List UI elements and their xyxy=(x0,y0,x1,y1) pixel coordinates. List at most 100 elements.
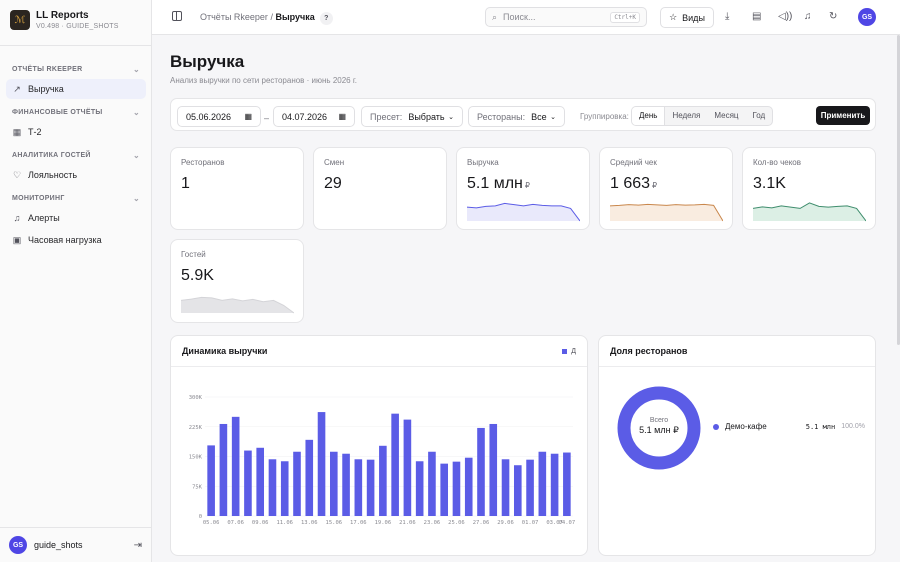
revenue-bar[interactable] xyxy=(452,461,461,516)
revenue-bar[interactable] xyxy=(280,461,289,516)
grouping-option[interactable]: Месяц xyxy=(714,111,739,120)
views-button[interactable]: ☆ Виды xyxy=(660,7,714,28)
sidebar-item-label: Алерты xyxy=(28,213,60,223)
revenue-bar[interactable] xyxy=(354,459,363,516)
share-item-percent: 100.0% xyxy=(841,423,865,430)
section-title: ФИНАНСОВЫЕ ОТЧЁТЫ xyxy=(12,108,103,116)
sparkline-area xyxy=(610,204,723,221)
revenue-bar[interactable] xyxy=(440,463,449,516)
revenue-bar[interactable] xyxy=(207,445,215,516)
revenue-bar[interactable] xyxy=(317,412,326,516)
revenue-bar[interactable] xyxy=(489,423,498,516)
sidebar-item[interactable]: ♫ Алерты xyxy=(6,208,146,228)
revenue-bar[interactable] xyxy=(268,459,277,516)
grouping-option[interactable]: Год xyxy=(752,111,766,120)
sidebar-item-label: Выручка xyxy=(28,84,64,94)
revenue-bar[interactable] xyxy=(513,465,522,516)
sound-icon[interactable]: ◁)) xyxy=(778,11,793,22)
revenue-bar[interactable] xyxy=(329,451,338,516)
grouping-option[interactable]: День xyxy=(632,107,666,125)
sidebar-section-header[interactable]: МОНИТОРИНГ ⌄ xyxy=(6,190,146,206)
kpi-sparkline xyxy=(467,202,580,222)
x-tick-label: 05.06 xyxy=(203,520,220,526)
sidebar-toggle-icon[interactable] xyxy=(172,11,182,21)
revenue-bar[interactable] xyxy=(293,451,301,516)
kpi-number: 1 xyxy=(181,175,190,192)
revenue-bar[interactable] xyxy=(219,423,228,516)
sidebar-section-header[interactable]: ОТЧЁТЫ RKEEPER ⌄ xyxy=(6,61,146,77)
y-tick-label: 0 xyxy=(199,514,202,520)
restaurants-select[interactable]: Рестораны: Все ⌄ xyxy=(468,106,565,127)
revenue-bar[interactable] xyxy=(231,416,240,516)
document-icon[interactable]: ▤ xyxy=(752,11,762,22)
sidebar-item[interactable]: ▦ Т-2 xyxy=(6,122,146,142)
app-name: LL Reports xyxy=(36,10,89,21)
restaurants-value: Все xyxy=(531,111,547,122)
preset-value: Выбрать xyxy=(408,111,445,122)
sidebar-item[interactable]: ▣ Часовая нагрузка xyxy=(6,230,146,250)
revenue-bar[interactable] xyxy=(379,445,387,516)
grouping-label: Группировка: xyxy=(580,112,629,121)
search-input[interactable]: ⌕ Поиск... Ctrl+K xyxy=(485,7,647,27)
donut-ring[interactable] xyxy=(617,386,701,470)
revenue-bar[interactable] xyxy=(305,439,314,516)
revenue-bar[interactable] xyxy=(256,447,265,516)
currency-symbol: ₽ xyxy=(652,181,658,190)
revenue-bar[interactable] xyxy=(526,459,534,516)
user-avatar[interactable]: GS xyxy=(9,536,27,554)
date-to-input[interactable]: 04.07.2026 ▦ xyxy=(273,106,355,127)
preset-label: Пресет: xyxy=(370,111,403,122)
date-from-input[interactable]: 05.06.2026 ▦ xyxy=(177,106,261,127)
breadcrumb-parent[interactable]: Отчёты Rkeeper xyxy=(200,12,268,22)
sidebar-section-header[interactable]: ФИНАНСОВЫЕ ОТЧЁТЫ ⌄ xyxy=(6,104,146,120)
revenue-bar[interactable] xyxy=(464,457,473,516)
sidebar: ℳ LL Reports V0.498 · GUIDE_SHOTS ОТЧЁТЫ… xyxy=(0,0,152,562)
bell-icon[interactable]: ♫ xyxy=(804,11,812,22)
page-subtitle: Анализ выручки по сети ресторанов · июнь… xyxy=(170,76,357,85)
refresh-icon[interactable]: ↻ xyxy=(829,11,838,22)
logout-icon[interactable]: ⇥ xyxy=(133,539,142,551)
sidebar-section-header[interactable]: АНАЛИТИКА ГОСТЕЙ ⌄ xyxy=(6,147,146,163)
x-tick-label: 07.06 xyxy=(227,520,244,526)
kpi-value: 1 xyxy=(181,175,190,193)
revenue-bar[interactable] xyxy=(391,413,399,516)
kpi-value: 5.1 млн ₽ xyxy=(467,175,530,193)
kpi-card: Ресторанов 1 xyxy=(170,147,304,230)
scrollbar[interactable] xyxy=(897,35,900,345)
x-tick-label: 03.07 xyxy=(546,520,563,526)
kpi-value: 5.9K xyxy=(181,267,214,285)
kpi-number: 29 xyxy=(324,175,342,192)
apply-button[interactable]: Применить xyxy=(816,106,870,125)
chevron-down-icon: ⌄ xyxy=(448,113,454,121)
revenue-bar[interactable] xyxy=(342,453,350,516)
revenue-bar[interactable] xyxy=(550,453,559,516)
y-tick-label: 75K xyxy=(192,484,203,490)
kpi-label: Средний чек xyxy=(610,158,657,167)
sidebar-item-label: Т-2 xyxy=(28,127,42,137)
user-avatar-top[interactable]: GS xyxy=(858,8,876,26)
share-legend-item[interactable]: Демо-кафе 5.1 млн 100.0% xyxy=(713,422,865,431)
revenue-bar[interactable] xyxy=(415,461,424,516)
revenue-bar[interactable] xyxy=(366,459,375,516)
download-icon[interactable]: ⤓ xyxy=(725,11,730,22)
brand[interactable]: ℳ LL Reports V0.498 · GUIDE_SHOTS xyxy=(10,10,119,30)
revenue-bar[interactable] xyxy=(403,419,412,516)
grouping-option[interactable]: Неделя xyxy=(672,111,701,120)
revenue-bar[interactable] xyxy=(501,459,510,516)
x-tick-label: 17.06 xyxy=(350,520,367,526)
revenue-bar[interactable] xyxy=(538,451,547,516)
help-icon[interactable]: ? xyxy=(319,12,333,25)
filter-bar: 05.06.2026 ▦ – 04.07.2026 ▦ Пресет: Выбрать… xyxy=(170,98,876,131)
date-from-value: 05.06.2026 xyxy=(186,111,232,122)
revenue-bar[interactable] xyxy=(244,450,252,516)
sidebar-item[interactable]: ↗ Выручка xyxy=(6,79,146,99)
chart-legend[interactable]: Д xyxy=(562,348,576,355)
table-icon: ▦ xyxy=(12,126,22,137)
revenue-bar[interactable] xyxy=(428,451,436,516)
revenue-bar[interactable] xyxy=(563,452,571,516)
section-title: МОНИТОРИНГ xyxy=(12,194,65,202)
revenue-bar[interactable] xyxy=(477,427,485,516)
calendar-icon: ▦ xyxy=(244,112,252,121)
sidebar-item[interactable]: ♡ Лояльность xyxy=(6,165,146,185)
preset-select[interactable]: Пресет: Выбрать ⌄ xyxy=(361,106,463,127)
